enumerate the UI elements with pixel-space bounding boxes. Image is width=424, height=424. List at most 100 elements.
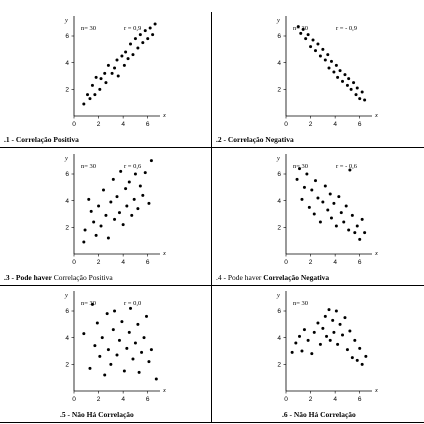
y-tick-label: 2 <box>277 362 281 369</box>
data-point <box>347 77 351 81</box>
data-point <box>310 188 314 192</box>
data-point <box>153 22 157 26</box>
data-point <box>353 338 357 342</box>
horizontal-divider-1 <box>0 147 424 148</box>
y-tick-label: 6 <box>277 308 281 315</box>
data-point <box>332 330 336 334</box>
data-point <box>129 42 133 46</box>
x-tick-label: 4 <box>333 396 337 403</box>
data-point <box>302 185 306 189</box>
data-point <box>90 83 94 87</box>
data-point <box>140 350 144 354</box>
data-point <box>360 90 364 94</box>
data-point <box>113 309 117 313</box>
y-tick-label: 4 <box>277 335 281 342</box>
data-point <box>344 204 348 208</box>
data-point <box>138 33 142 37</box>
y-axis-label: y <box>276 17 280 24</box>
data-point <box>364 354 368 358</box>
data-point <box>358 97 362 101</box>
panel-5-caption: .5 - Não Há Correlação <box>60 410 134 419</box>
data-point <box>147 360 151 364</box>
data-point <box>136 322 140 326</box>
vertical-divider <box>211 12 212 423</box>
r-annotation: r = 0,9 <box>124 25 141 32</box>
x-tick-label: 6 <box>358 259 362 266</box>
data-point <box>304 37 308 41</box>
data-point <box>313 179 317 183</box>
data-point <box>349 87 353 91</box>
data-point <box>110 71 114 75</box>
data-point <box>106 63 110 67</box>
data-point <box>82 332 86 336</box>
data-point <box>143 171 147 175</box>
scatter-plot-3: 0 2 4 6 2 4 6 y x n= 30 r = 0,6 <box>64 154 166 266</box>
x-tick-label: 6 <box>146 121 150 128</box>
data-point <box>93 93 97 97</box>
data-point <box>136 207 140 211</box>
data-point <box>348 329 352 333</box>
data-point <box>331 318 335 322</box>
data-point <box>312 330 316 334</box>
y-tick-label: 4 <box>65 198 69 205</box>
data-point <box>104 81 108 85</box>
data-point <box>337 195 341 199</box>
data-point <box>133 341 137 345</box>
n-annotation: n= 30 <box>293 25 308 32</box>
x-axis-label: x <box>162 250 166 257</box>
x-tick-label: 0 <box>72 396 76 403</box>
data-point <box>298 334 302 338</box>
data-point <box>111 328 115 332</box>
data-point <box>125 204 129 208</box>
y-axis-label: y <box>276 155 280 162</box>
data-point <box>316 42 320 46</box>
data-point <box>313 49 317 53</box>
data-point <box>125 346 129 350</box>
x-tick-label: 0 <box>72 259 76 266</box>
data-point <box>363 231 367 235</box>
data-point <box>111 177 115 181</box>
data-point <box>316 196 320 200</box>
panel-3-caption-light: Correlação Positiva <box>51 273 113 282</box>
panel-2: 0 2 4 6 2 4 6 y x n= 30 r = - 0,9 .2 - Correlação … <box>212 8 424 149</box>
data-point <box>94 233 98 237</box>
data-point <box>109 200 113 204</box>
x-tick-label: 2 <box>309 396 313 403</box>
x-tick-label: 0 <box>284 121 288 128</box>
data-point <box>312 212 316 216</box>
data-point <box>93 344 97 348</box>
data-point <box>147 201 151 205</box>
r-annotation: r = 0,6 <box>124 163 142 170</box>
data-point <box>121 223 125 227</box>
x-tick-label: 0 <box>284 259 288 266</box>
horizontal-divider-2 <box>0 285 424 286</box>
data-point <box>307 205 311 209</box>
n-annotation: n= 30 <box>81 163 96 170</box>
data-point <box>101 188 105 192</box>
data-point <box>138 184 142 188</box>
data-point <box>127 180 131 184</box>
data-point <box>327 66 331 70</box>
data-point <box>130 213 134 217</box>
data-point <box>149 159 153 163</box>
r-annotation: r = 0,0 <box>124 300 141 307</box>
data-point <box>318 54 322 58</box>
data-point <box>113 217 117 221</box>
data-point <box>154 377 158 381</box>
data-point <box>132 197 136 201</box>
data-point <box>88 97 92 101</box>
x-axis-label: x <box>374 112 378 119</box>
data-point <box>332 201 336 205</box>
data-point <box>99 224 103 228</box>
data-point <box>358 237 362 241</box>
panel-3-caption: .3 - Pode haver Correlação Positiva <box>4 273 210 282</box>
data-point <box>90 302 94 306</box>
y-tick-label: 4 <box>277 198 281 205</box>
data-point <box>355 86 359 90</box>
data-point <box>115 58 119 62</box>
x-axis-label: x <box>374 250 378 257</box>
x-tick-label: 0 <box>72 121 76 128</box>
x-tick-label: 6 <box>146 396 150 403</box>
data-point <box>334 224 338 228</box>
